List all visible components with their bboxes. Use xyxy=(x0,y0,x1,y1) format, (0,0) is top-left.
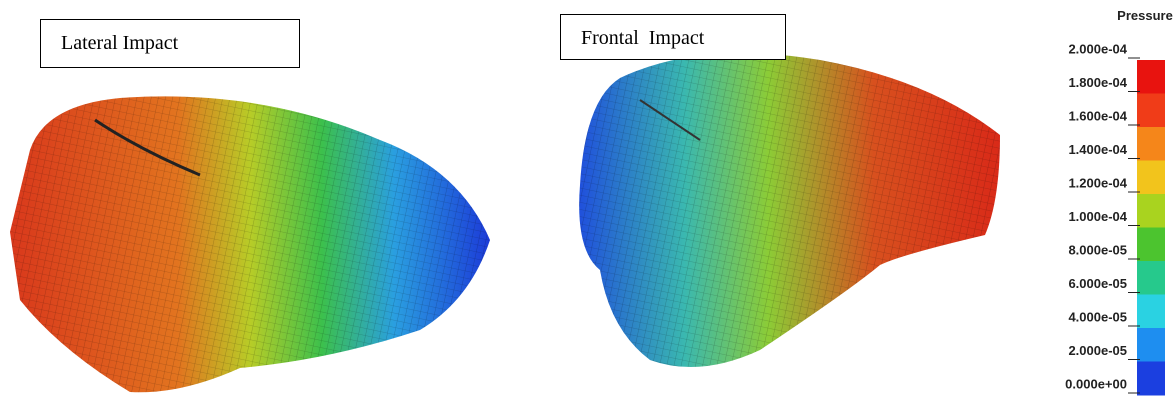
legend-swatch xyxy=(1137,194,1165,228)
legend-title: Pressure xyxy=(1117,8,1173,23)
legend-tick-label: 1.800e-04 xyxy=(1068,75,1127,90)
legend-tick-label: 2.000e-05 xyxy=(1068,343,1127,358)
frontal-model xyxy=(579,53,1000,367)
legend-tick-label: 1.600e-04 xyxy=(1068,108,1127,123)
legend-tick-label: 2.000e-04 xyxy=(1068,41,1127,56)
panel-label: Frontal Impact xyxy=(560,14,786,60)
legend-tick-label: 1.400e-04 xyxy=(1068,142,1127,157)
legend-swatch xyxy=(1137,60,1165,94)
legend-swatch xyxy=(1137,362,1165,396)
legend-swatch xyxy=(1137,228,1165,262)
legend-swatch xyxy=(1137,94,1165,128)
figure: Pressure 2.000e-04 1.800e-04 1.600e-04 1.40… xyxy=(0,0,1176,406)
legend-tick-label: 1.200e-04 xyxy=(1068,175,1127,190)
legend-swatch xyxy=(1137,127,1165,161)
legend-tick-label: 6.000e-05 xyxy=(1068,276,1127,291)
legend-swatch xyxy=(1137,161,1165,195)
legend-tick-label: 1.000e-04 xyxy=(1068,209,1127,224)
legend: 2.000e-04 1.800e-04 1.600e-04 1.400e-04 1.20… xyxy=(1065,41,1165,395)
legend-swatch xyxy=(1137,328,1165,362)
legend-swatch xyxy=(1137,295,1165,329)
legend-tick-label: 0.000e+00 xyxy=(1065,376,1127,391)
lateral-model xyxy=(10,96,490,392)
legend-tick-label: 4.000e-05 xyxy=(1068,309,1127,324)
panel-label: Lateral Impact xyxy=(40,19,300,68)
legend-tick-label: 8.000e-05 xyxy=(1068,242,1127,257)
legend-swatch xyxy=(1137,261,1165,295)
